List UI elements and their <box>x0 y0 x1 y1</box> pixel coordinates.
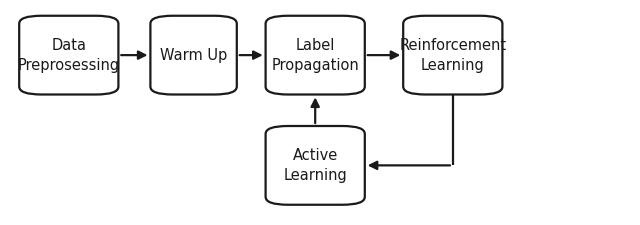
Text: Reinforcement
Learning: Reinforcement Learning <box>399 38 506 72</box>
Text: Data
Preprosessing: Data Preprosessing <box>18 38 120 72</box>
Text: Label
Propagation: Label Propagation <box>271 38 359 72</box>
Text: Active
Learning: Active Learning <box>284 148 347 183</box>
FancyBboxPatch shape <box>19 16 118 94</box>
Text: Warm Up: Warm Up <box>160 48 227 63</box>
FancyBboxPatch shape <box>266 16 365 94</box>
FancyBboxPatch shape <box>403 16 502 94</box>
FancyBboxPatch shape <box>150 16 237 94</box>
FancyBboxPatch shape <box>266 126 365 205</box>
